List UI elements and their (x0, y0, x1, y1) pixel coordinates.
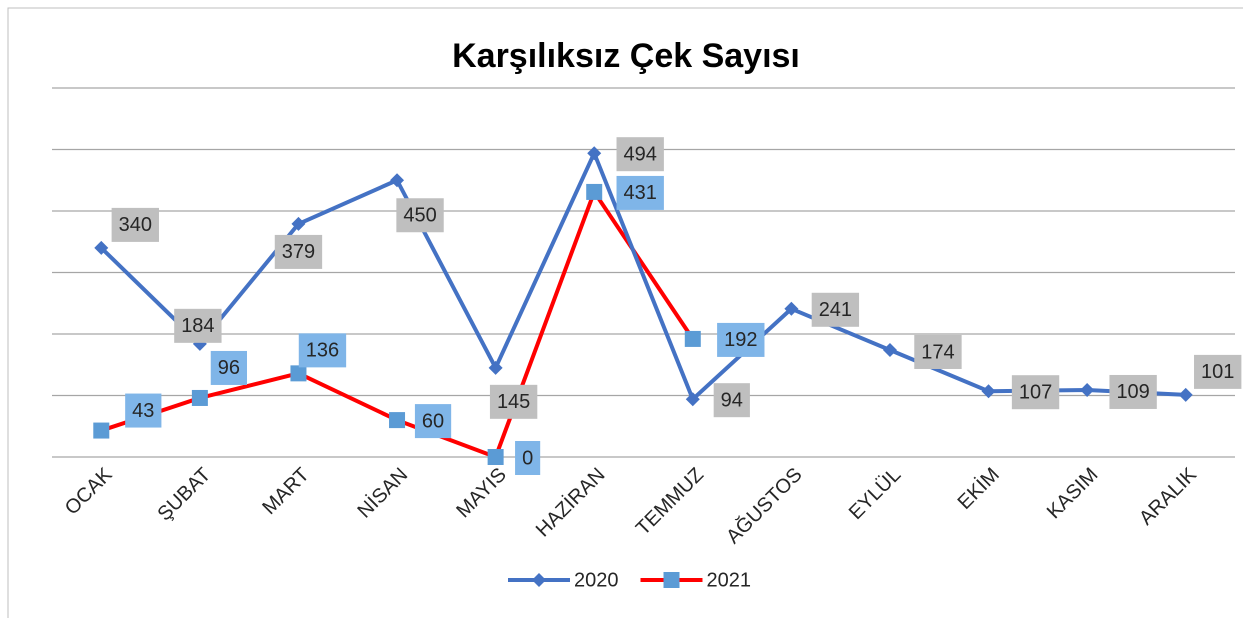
data-label-box (616, 175, 664, 210)
marker (389, 412, 406, 429)
data-label-box (717, 322, 765, 357)
data-label-text: 60 (422, 410, 444, 432)
data-label: 107 (1011, 375, 1060, 410)
data-label-text: 136 (306, 340, 339, 362)
legend-label: 2020 (574, 569, 619, 591)
data-label: 431 (616, 175, 664, 210)
data-label: 340 (111, 207, 159, 242)
data-label-box (125, 393, 162, 428)
data-label: 101 (1194, 354, 1242, 389)
data-label: 192 (717, 322, 765, 357)
data-label-text: 184 (181, 315, 214, 337)
data-label: 450 (396, 198, 444, 233)
data-label-text: 145 (497, 391, 530, 413)
marker (587, 146, 602, 161)
data-label-text: 0 (522, 447, 533, 469)
chart-title: Karşılıksız Çek Sayısı (452, 37, 800, 75)
data-label-box (174, 308, 222, 343)
marker (1178, 387, 1193, 402)
data-label: 184 (174, 308, 222, 343)
data-label: 379 (274, 234, 323, 269)
data-label-box (914, 334, 962, 369)
marker (487, 449, 504, 465)
data-label: 136 (298, 333, 347, 368)
data-label-text: 450 (403, 205, 436, 227)
data-label: 94 (713, 383, 750, 418)
marker (684, 330, 701, 347)
data-label-text: 107 (1019, 381, 1052, 403)
marker (390, 173, 405, 188)
marker (191, 389, 208, 406)
data-label-text: 96 (218, 357, 240, 379)
marker (291, 216, 306, 231)
legend-label: 2021 (707, 569, 752, 591)
data-label-text: 101 (1201, 361, 1234, 383)
data-label-box (414, 404, 452, 439)
data-label-text: 494 (624, 143, 657, 165)
marker (685, 392, 700, 407)
marker (290, 365, 307, 382)
data-label: 60 (414, 404, 452, 439)
data-label-box (1011, 375, 1060, 410)
data-label-text: 379 (282, 241, 315, 263)
data-label-box (111, 207, 159, 242)
data-label-box (616, 137, 664, 172)
data-label-text: 174 (921, 341, 954, 363)
data-label-box (298, 333, 347, 368)
data-label: 174 (914, 334, 962, 369)
marker (93, 422, 110, 439)
data-label-box (1194, 354, 1242, 389)
data-label-text: 431 (624, 182, 657, 204)
marker (532, 573, 546, 587)
data-label-text: 43 (132, 400, 154, 422)
data-label-text: 241 (819, 299, 852, 321)
data-label: 0 (515, 441, 541, 475)
data-label: 145 (489, 384, 538, 419)
marker (882, 342, 897, 357)
data-label: 43 (125, 393, 162, 428)
data-label: 241 (811, 292, 860, 327)
data-label-box (1109, 374, 1157, 409)
data-label-box (811, 292, 860, 327)
data-label: 494 (616, 137, 664, 172)
data-label-box (396, 198, 444, 233)
data-label-box (210, 350, 247, 385)
data-label-box (489, 384, 538, 419)
data-label-text: 340 (119, 214, 152, 236)
marker (981, 384, 996, 399)
data-label-box (274, 234, 323, 269)
marker (586, 183, 603, 200)
data-label: 96 (210, 350, 247, 385)
marker (784, 301, 799, 316)
data-label-text: 192 (724, 329, 757, 351)
marker (663, 572, 680, 588)
marker (94, 240, 109, 255)
data-label: 109 (1109, 374, 1157, 409)
marker (488, 360, 503, 375)
data-label-box (713, 383, 750, 418)
data-label-text: 109 (1116, 381, 1149, 403)
marker (1080, 382, 1095, 397)
data-label-box (515, 441, 541, 475)
data-label-text: 94 (721, 389, 743, 411)
